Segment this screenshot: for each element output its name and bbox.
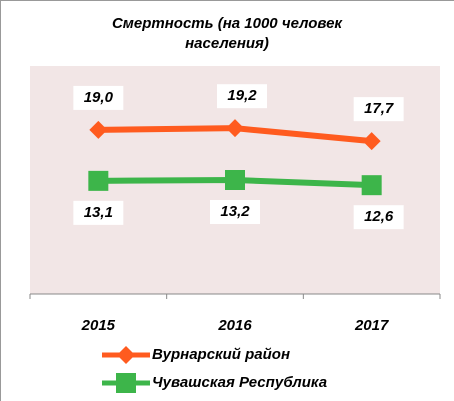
x-tick-label: 2015 (81, 317, 116, 334)
data-point (361, 175, 382, 196)
data-label: 19,2 (227, 87, 257, 104)
data-point (362, 132, 381, 151)
data-label-box (73, 85, 124, 110)
data-label-box (73, 200, 124, 225)
data-point (225, 170, 245, 190)
data-label-box (210, 200, 260, 224)
legend-label: Вурнарский район (152, 346, 290, 363)
data-point (88, 170, 109, 191)
data-label: 13,2 (220, 203, 250, 220)
x-tick-label: 2017 (354, 317, 389, 334)
title-line: населения) (185, 35, 269, 52)
data-point (226, 119, 244, 138)
chart-title: Смертность (на 1000 человек населения) (112, 15, 343, 52)
legend-label: Чувашская Республика (152, 374, 327, 391)
data-label-box (217, 84, 267, 109)
title-line: Смертность (на 1000 человек (112, 15, 343, 32)
data-label: 17,7 (364, 100, 394, 117)
legend-marker (116, 373, 136, 393)
data-label: 13,1 (84, 204, 113, 221)
legend-marker (117, 346, 135, 364)
data-label-box (353, 97, 404, 122)
x-tick-label: 2016 (217, 317, 252, 334)
data-label: 12,6 (364, 208, 394, 225)
data-label-box (353, 205, 404, 230)
data-label: 19,0 (84, 89, 114, 106)
data-point (89, 120, 108, 139)
